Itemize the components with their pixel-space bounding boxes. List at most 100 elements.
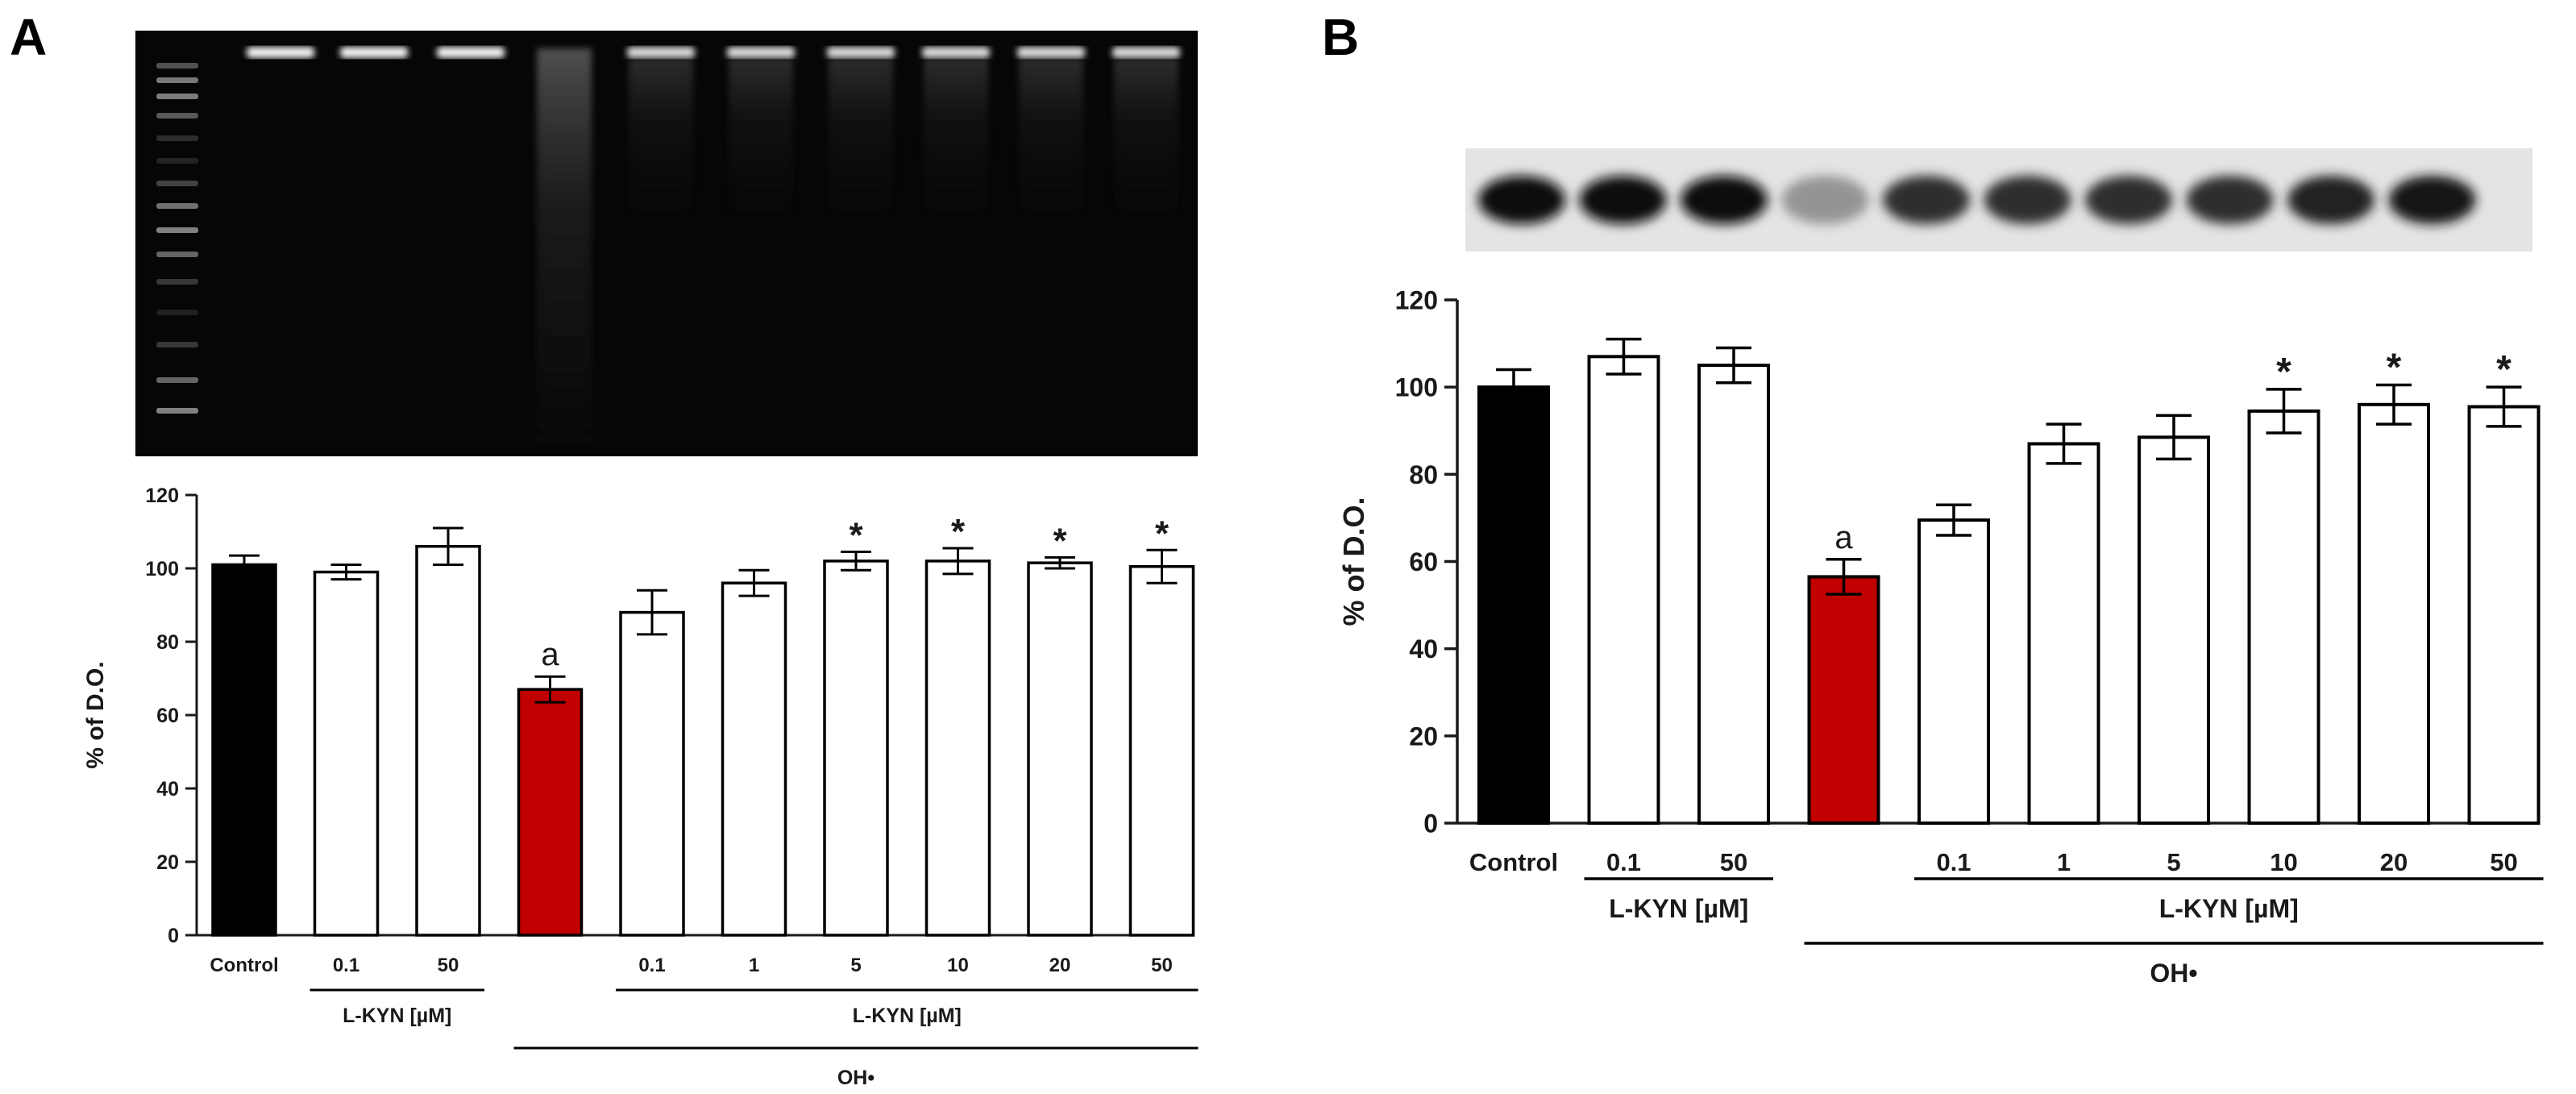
gel-band xyxy=(437,47,505,58)
gel-band xyxy=(1112,47,1180,58)
y-tick-label: 60 xyxy=(1409,547,1438,576)
y-tick-label: 120 xyxy=(1395,286,1438,315)
ladder-band xyxy=(156,227,198,233)
category-label: 50 xyxy=(438,955,459,976)
y-tick-label: 0 xyxy=(168,925,179,947)
ladder-band xyxy=(156,377,198,383)
blot-band xyxy=(2186,176,2274,224)
y-tick-label: 60 xyxy=(156,705,179,727)
category-label: Control xyxy=(210,955,278,976)
ladder-band xyxy=(156,158,198,164)
bar xyxy=(517,688,584,937)
bar xyxy=(1917,518,1990,826)
group-label: L-KYN [µM] xyxy=(2159,894,2299,923)
significance-marker: * xyxy=(951,512,966,551)
gel-lane-smear xyxy=(729,58,793,211)
ladder-band xyxy=(156,342,198,347)
bar xyxy=(823,559,889,937)
ladder-band xyxy=(156,113,198,119)
bar xyxy=(619,610,685,937)
category-label: 1 xyxy=(2057,848,2071,876)
gel-lane-smear xyxy=(829,58,893,211)
ladder-band xyxy=(156,279,198,285)
blot-band xyxy=(1781,176,1869,224)
significance-marker: * xyxy=(2276,351,2291,393)
ladder-band xyxy=(156,181,198,186)
category-label: Control xyxy=(1469,848,1558,876)
y-tick-label: 80 xyxy=(1409,460,1438,489)
ladder-band xyxy=(156,94,198,99)
category-label: 10 xyxy=(947,955,969,976)
degraded-dna-smear xyxy=(537,48,592,443)
significance-marker: * xyxy=(2387,346,2402,389)
significance-marker: * xyxy=(2496,348,2512,391)
gel-band xyxy=(727,47,795,58)
bar xyxy=(1807,575,1880,825)
ladder-band xyxy=(156,77,198,83)
gel-band xyxy=(922,47,990,58)
ladder-band xyxy=(156,408,198,414)
blot-band xyxy=(2085,176,2172,224)
category-label: 50 xyxy=(1151,955,1173,976)
y-tick-label: 100 xyxy=(145,558,179,580)
significance-marker: * xyxy=(1155,514,1170,553)
gel-lanes xyxy=(247,47,1180,443)
category-label: 0.1 xyxy=(1936,848,1971,876)
ladder-band xyxy=(156,63,198,69)
bar xyxy=(2027,442,2100,825)
group-label: L-KYN [µM] xyxy=(343,1005,451,1027)
category-label: 50 xyxy=(1720,848,1747,876)
significance-letter: a xyxy=(541,637,559,672)
blot-bands xyxy=(1478,176,2476,224)
category-label: 0.1 xyxy=(333,955,359,976)
y-tick-label: 80 xyxy=(156,631,179,654)
significance-letter: a xyxy=(1834,520,1853,555)
gel-band xyxy=(247,47,314,58)
group-label: L-KYN [µM] xyxy=(853,1005,962,1027)
gel-lane-smear xyxy=(1019,58,1083,211)
ladder-band xyxy=(156,310,198,315)
ladder-band xyxy=(156,135,198,141)
bar xyxy=(721,581,787,937)
y-tick-label: 20 xyxy=(1409,722,1438,751)
dna-ladder-lane xyxy=(156,63,198,414)
bar xyxy=(1027,561,1093,937)
bar xyxy=(1697,364,1770,825)
blot-band xyxy=(2287,176,2374,224)
group-label: L-KYN [µM] xyxy=(1609,894,1748,923)
bar xyxy=(2138,435,2210,825)
blot-band xyxy=(1579,176,1667,224)
category-label: 20 xyxy=(1049,955,1071,976)
gel-lane-smear xyxy=(924,58,988,211)
ladder-band xyxy=(156,252,198,257)
y-tick-label: 120 xyxy=(145,485,179,507)
y-tick-label: 20 xyxy=(156,851,179,874)
gel-lane-smear xyxy=(1114,58,1178,211)
bar xyxy=(415,544,481,937)
category-label: 20 xyxy=(2380,848,2408,876)
bar xyxy=(1128,564,1195,937)
blot-band xyxy=(1883,176,1970,224)
panel-letter-b: B xyxy=(1322,8,1359,66)
bar xyxy=(1477,385,1550,825)
blot-band xyxy=(1984,176,2071,224)
bar xyxy=(2467,405,2541,826)
category-label: 50 xyxy=(2490,848,2517,876)
bar xyxy=(313,570,380,937)
significance-marker: * xyxy=(1053,521,1067,560)
blot-band xyxy=(1681,176,1768,224)
bar xyxy=(924,559,991,937)
blot-strip-image xyxy=(1465,148,2532,252)
category-label: 0.1 xyxy=(1606,848,1641,876)
gel-band xyxy=(827,47,895,58)
bar xyxy=(1587,355,1660,825)
gel-band xyxy=(1017,47,1085,58)
bar xyxy=(211,563,277,937)
category-label: 1 xyxy=(749,955,759,976)
blot-band xyxy=(1478,176,1565,224)
bar xyxy=(2247,409,2320,825)
category-label: 5 xyxy=(2167,848,2180,876)
